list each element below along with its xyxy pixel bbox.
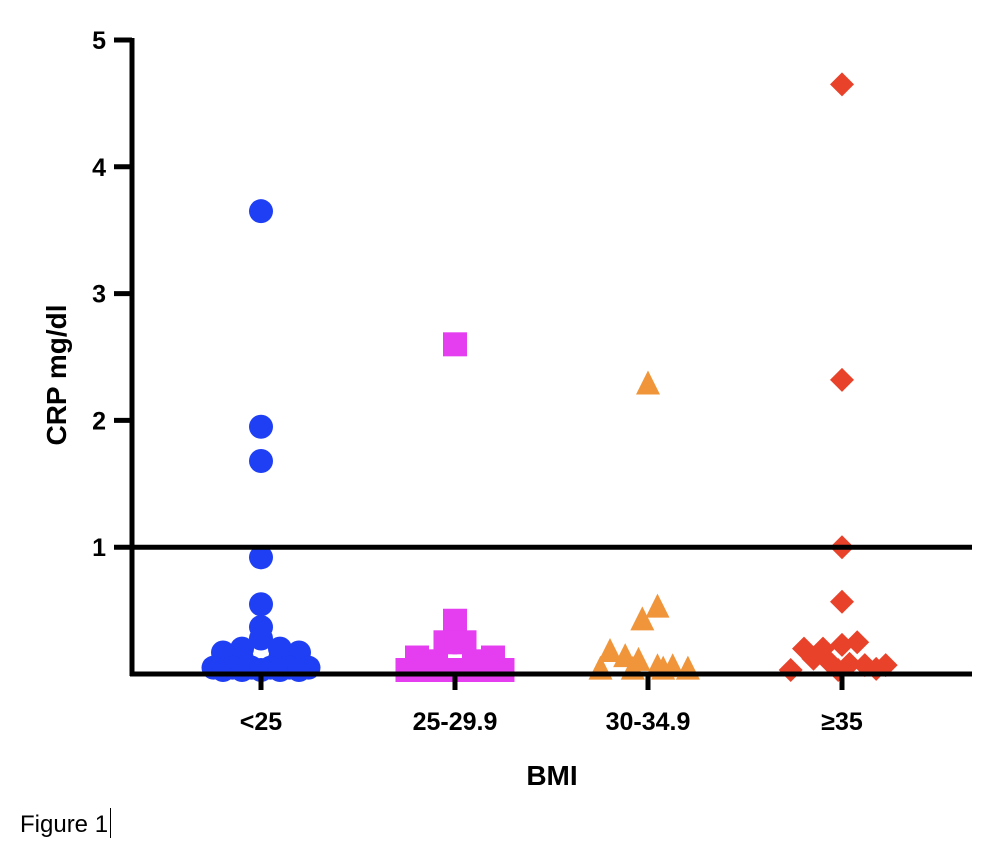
data-point-circle — [249, 414, 273, 439]
y-tick-label: 2 — [92, 407, 106, 435]
text-cursor — [110, 808, 112, 838]
data-point-diamond — [778, 658, 803, 682]
data-point-diamond — [845, 630, 870, 655]
data-point-diamond — [801, 646, 826, 671]
data-points — [201, 72, 898, 682]
data-point-triangle — [636, 370, 660, 395]
data-point-triangle — [598, 638, 622, 663]
data-point-diamond — [830, 632, 854, 657]
y-tick-label: 4 — [92, 154, 106, 182]
x-tick-label: 30-34.9 — [606, 708, 691, 736]
y-axis-ticks: 1 2 3 4 5 — [92, 27, 132, 562]
x-tick-label: ≥35 — [821, 708, 863, 736]
y-tick-label: 3 — [92, 281, 106, 309]
y-tick-label: 1 — [92, 534, 106, 562]
data-point-diamond — [830, 589, 854, 614]
data-point-triangle — [630, 606, 655, 631]
x-axis-title: BMI — [526, 760, 577, 791]
x-tick-label: 25-29.9 — [413, 708, 498, 736]
data-point-circle — [249, 545, 273, 570]
x-tick-label: <25 — [240, 708, 283, 736]
data-point-triangle — [645, 593, 670, 618]
data-point-square — [443, 332, 467, 357]
data-point-circle — [249, 199, 273, 224]
y-axis-title: CRP mg/dl — [41, 304, 72, 445]
data-point-diamond — [830, 72, 854, 97]
data-point-square — [490, 658, 515, 682]
data-point-circle — [287, 658, 311, 682]
figure-caption: Figure 1 — [20, 808, 112, 839]
crp-bmi-scatter-chart: 1 2 3 4 5 <25 25-29.9 30-34.9 ≥35 CRP mg/dl BMI — [41, 27, 972, 791]
data-point-circle — [249, 626, 273, 651]
y-tick-label: 5 — [92, 27, 106, 55]
x-axis-ticks: <25 25-29.9 30-34.9 ≥35 — [240, 674, 863, 736]
data-point-square — [443, 608, 467, 633]
data-point-circle — [249, 592, 273, 617]
caption-text: Figure 1 — [20, 811, 109, 838]
data-point-diamond — [830, 367, 854, 392]
data-point-circle — [249, 448, 273, 473]
